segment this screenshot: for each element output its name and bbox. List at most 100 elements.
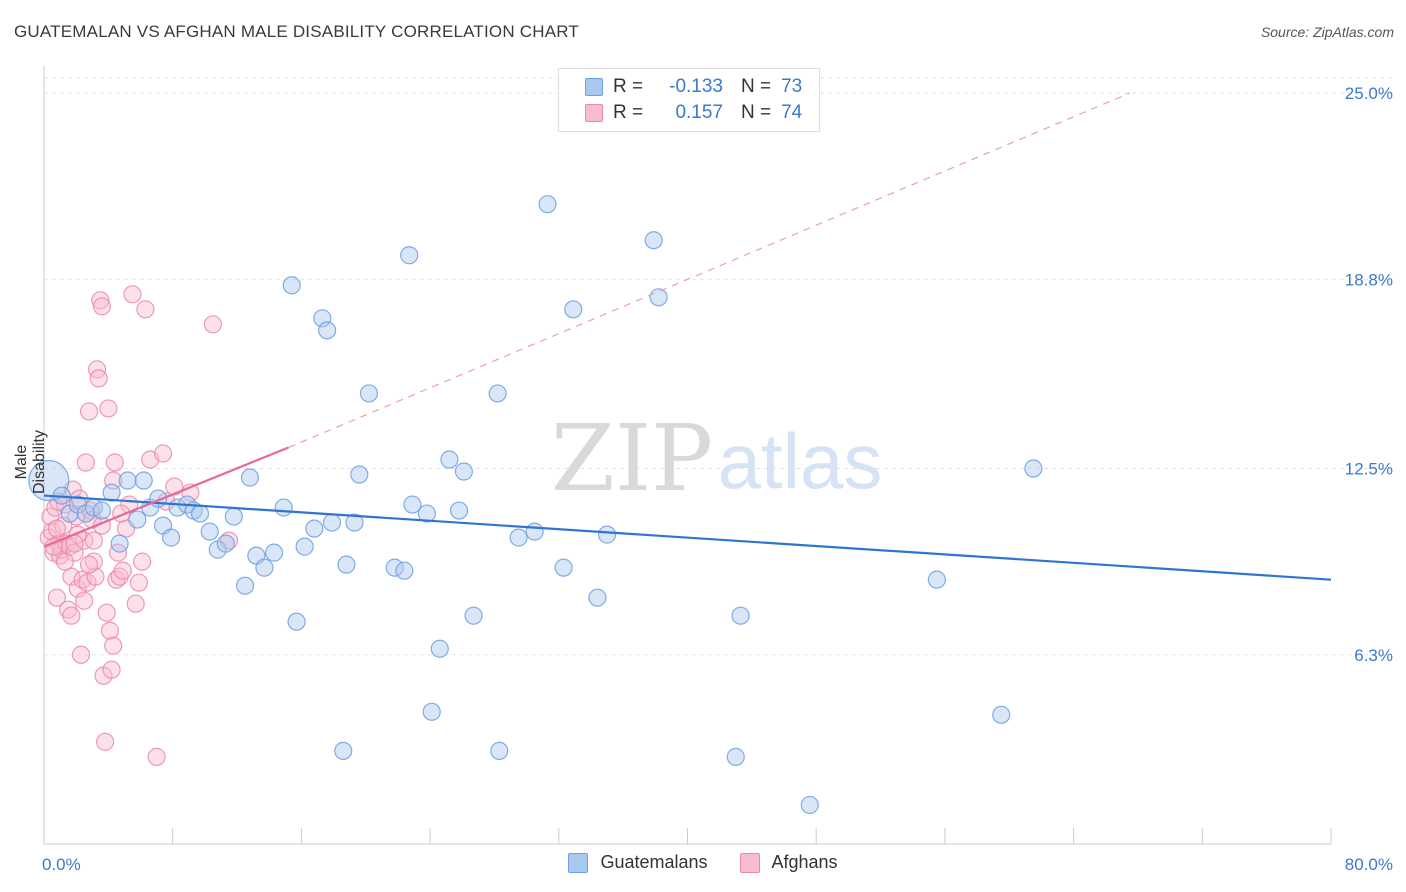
guatemalan-point [464,606,483,625]
watermark-atlas: atlas [718,417,883,505]
afghan-point [126,594,145,613]
y-tick-label: 25.0% [1345,84,1393,103]
y-tick-label: 6.3% [1354,646,1393,665]
guatemalan-point [400,246,419,265]
source-label: Source: ZipAtlas.com [1260,24,1394,40]
afghan-point [47,588,66,607]
afghan-point [136,300,155,319]
guatemalan-point [588,588,607,607]
y-tick-label: 18.8% [1345,270,1393,289]
guatemalan-point [200,522,219,541]
guatemalan-point [322,513,342,532]
chart-title: GUATEMALAN VS AFGHAN MALE DISABILITY COR… [14,22,579,41]
guatemalan-point [731,606,750,625]
afghan-point [123,285,142,304]
guatemalan-point [235,576,255,595]
guatemalan-trend-line [43,494,1332,581]
series-legend-afghans[interactable]: Afghans [739,852,838,873]
guatemalan-point [1024,459,1043,478]
afghan-point [47,519,66,538]
guatemalan-point [110,534,129,553]
afghan-point [104,636,123,655]
guatemalan-point [345,513,364,532]
legend-r-value: 0.157 [675,102,723,123]
legend-r-label: R = [613,76,644,97]
guatemalan-point [403,495,422,514]
guatemalan-point [287,612,306,631]
y-axis-label: Male Disability [13,430,48,495]
afghan-point [96,732,115,751]
guatemalan-point [240,468,260,487]
afghan-point [105,453,124,472]
afghan-point [84,531,103,550]
guatemalan-point [490,741,509,760]
legend-row-afghans: R = 0.157 N = 74 [585,101,802,125]
guatemalan-point [525,522,544,541]
guatemalan-point [295,537,314,556]
guatemalan-point [161,528,181,547]
series-label-afghans: Afghans [771,852,838,872]
legend-swatch-afghans [585,104,603,122]
afghan-point [165,477,184,496]
series-swatch-guatemalans [568,852,589,873]
legend-n-label: N = [741,102,772,123]
guatemalan-point [554,558,573,577]
guatemalan-point [538,195,557,214]
guatemalan-point [274,498,293,517]
guatemalan-point [509,528,528,547]
guatemalan-point [224,507,243,526]
axes [43,66,1332,845]
afghan-point [108,543,128,562]
series-legend: Guatemalans Afghans [0,852,1406,873]
guatemalan-point [264,543,284,562]
legend-n-value: 73 [781,76,803,97]
afghan-point [203,315,223,334]
guatemalan-point [597,525,617,544]
guatemalan-point [927,570,946,589]
afghan-point [107,570,126,589]
guatemalan-point [128,510,147,529]
x-tick-label: 80.0% [1345,855,1393,874]
guatemalan-point [92,501,112,520]
afghan-point [102,660,121,679]
afghan-point [129,573,149,592]
afghan-point [91,291,110,310]
afghan-point [76,453,95,472]
guatemalan-point [644,231,663,250]
guatemalan-point [216,534,235,553]
series-legend-guatemalans[interactable]: Guatemalans [568,852,708,873]
afghan-point [89,369,108,388]
guatemalan-point [422,702,441,721]
y-tick-label: 12.5% [1345,460,1393,479]
guatemalan-point [118,471,137,490]
guatemalan-point [334,741,353,760]
watermark-zip: ZIP [551,405,713,512]
x-tick-label: 0.0% [42,855,81,874]
guatemalan-point [454,462,473,481]
afghan-point [79,402,99,421]
guatemalan-point [440,450,459,469]
grid-lines [44,77,1392,656]
guatemalan-point [255,558,274,577]
afghan-point [99,399,118,418]
guatemalan-point [134,471,153,490]
guatemalan-point [350,465,369,484]
guatemalan-point [488,384,507,403]
afghan-point [113,561,132,580]
legend-n-label: N = [741,76,772,97]
afghan-point [55,552,75,571]
legend-n-value: 74 [781,102,803,123]
guatemalan-point [318,321,337,340]
afghan-point [84,552,103,571]
guatemalan-point [190,504,210,523]
watermark: ZIP atlas [551,405,882,512]
guatemalans-points [28,195,1043,815]
guatemalan-point [449,501,469,520]
series-label-guatemalans: Guatemalans [600,852,708,872]
afghan-point [100,621,120,640]
guatemalan-point [305,519,324,538]
correlation-legend: R = -0.133 N = 73 R = 0.157 N = 74 [558,68,820,132]
guatemalan-point [313,309,332,328]
tick-labels: 6.3% 12.5% 18.8% 25.0% 0.0% 80.0% [42,84,1393,874]
